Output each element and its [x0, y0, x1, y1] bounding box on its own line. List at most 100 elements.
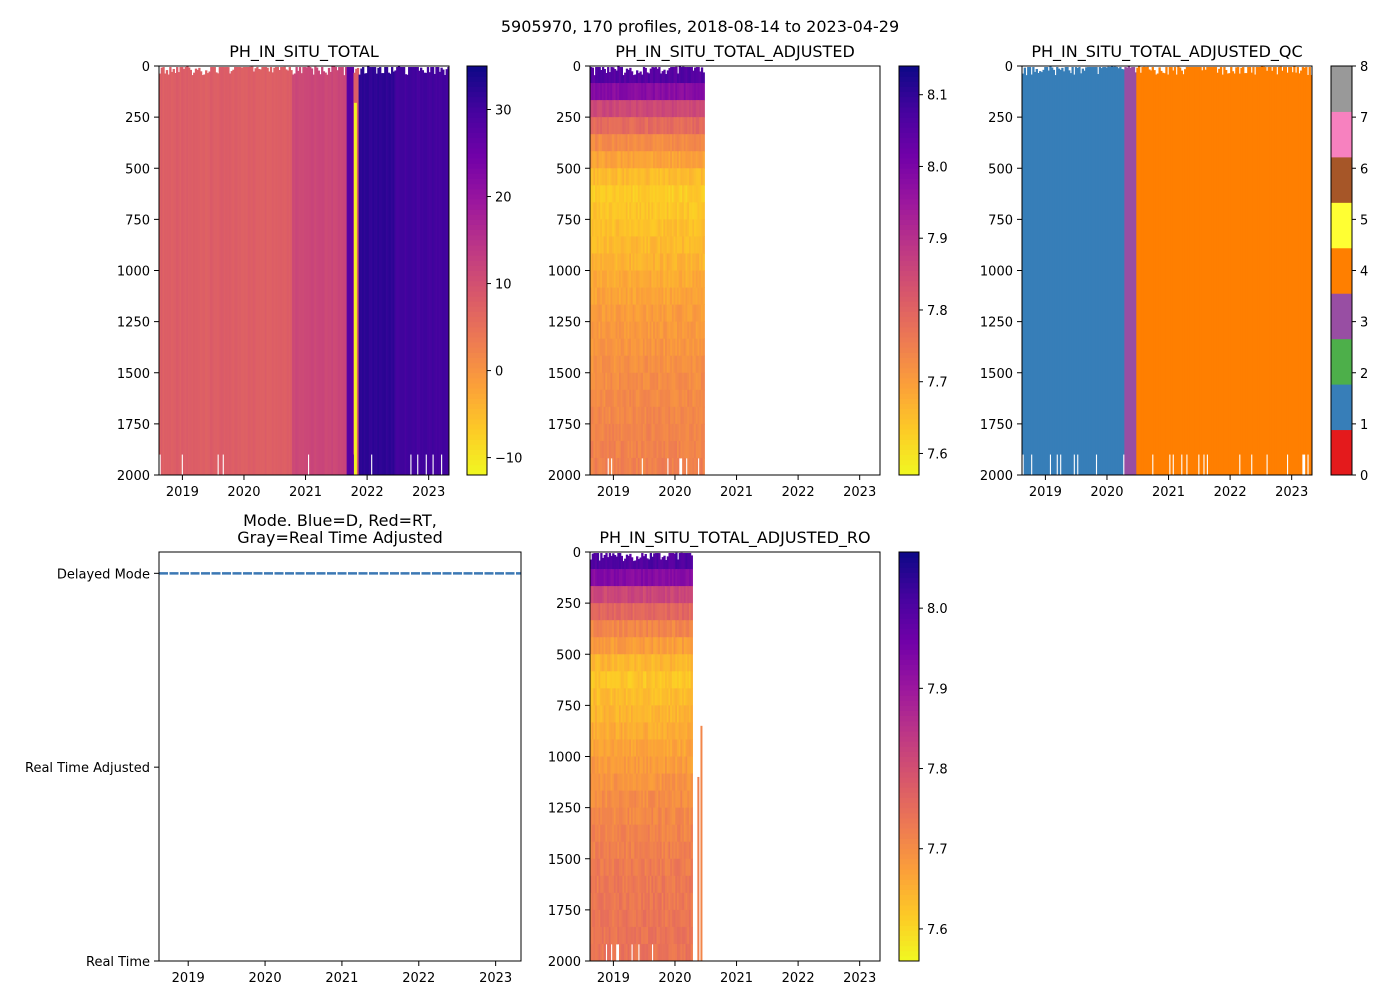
heatmap-column [244, 67, 247, 475]
heatmap-cell [612, 270, 615, 288]
colorbar-segment [467, 198, 487, 205]
heatmap-cell [675, 236, 678, 254]
heatmap-cell [675, 304, 678, 323]
heatmap-cell [666, 304, 670, 323]
heatmap-cell [654, 654, 658, 672]
heatmap-cell [632, 355, 635, 374]
heatmap-cell [630, 569, 634, 587]
heatmap-cell [688, 83, 692, 101]
heatmap-cell [670, 841, 673, 860]
colorbar-segment [899, 244, 919, 251]
heatmap-column [237, 67, 240, 475]
heatmap-cell [612, 705, 615, 723]
heatmap-cell [613, 569, 617, 587]
heatmap-column [1035, 68, 1038, 475]
heatmap-cell [646, 773, 649, 791]
heatmap-cell [675, 654, 678, 672]
heatmap-cell [603, 756, 606, 774]
heatmap-cell [663, 875, 666, 894]
x-tick-label: 2021 [289, 485, 322, 500]
heatmap-cell [682, 219, 685, 237]
heatmap-cell [625, 440, 629, 459]
heatmap-cell [617, 926, 620, 945]
heatmap-cell [682, 304, 685, 323]
heatmap-cell [668, 926, 671, 945]
heatmap-cell [619, 134, 622, 152]
heatmap-cell [654, 841, 658, 860]
heatmap-cell [648, 406, 651, 425]
heatmap-cell [685, 321, 688, 340]
colorbar-segment [899, 761, 919, 768]
heatmap-cell [634, 219, 637, 237]
heatmap-cell [620, 892, 624, 911]
anomaly-profile [353, 102, 357, 475]
heatmap-cell [590, 83, 593, 101]
heatmap-cell [625, 253, 629, 271]
heatmap-column [276, 67, 280, 475]
heatmap-cell [624, 654, 627, 672]
axes-frame [158, 65, 450, 476]
heatmap-cell [677, 389, 680, 408]
heatmap-cell [677, 338, 680, 357]
heatmap-cell [661, 321, 664, 340]
heatmap-cell [620, 338, 624, 357]
heatmap-cell [612, 117, 615, 135]
heatmap-cell [700, 372, 704, 391]
heatmap-cell [702, 219, 705, 237]
heatmap-cell [671, 688, 675, 706]
heatmap-cell [658, 892, 661, 911]
heatmap-cell [654, 423, 658, 442]
heatmap-cell [630, 620, 634, 638]
heatmap-cell [590, 909, 593, 928]
heatmap-cell [625, 926, 629, 945]
heatmap-column [304, 67, 307, 475]
heatmap-cell [629, 824, 632, 843]
heatmap-cell [688, 406, 692, 425]
heatmap-column [182, 69, 186, 475]
heatmap-cell [603, 620, 606, 638]
heatmap-cell [682, 151, 685, 169]
heatmap-cell [634, 287, 637, 305]
heatmap-cell [661, 909, 664, 928]
heatmap-cell [651, 202, 654, 220]
heatmap-cell [646, 654, 649, 672]
heatmap-cell [699, 134, 702, 152]
heatmap-cell [590, 722, 593, 740]
heatmap-cell [659, 688, 663, 706]
heatmap-column [292, 74, 295, 475]
heatmap-cell [619, 457, 622, 475]
heatmap-cell [651, 372, 654, 391]
heatmap-cell [644, 67, 647, 84]
heatmap-cell [668, 253, 671, 271]
colorbar-segment [899, 388, 919, 394]
heatmap-column [1248, 67, 1252, 475]
heatmap-cell [591, 841, 595, 860]
heatmap-cell [654, 875, 658, 894]
heatmap-cell [639, 236, 642, 254]
colorbar-segment [467, 234, 487, 241]
heatmap-cell [692, 457, 695, 475]
heatmap-cell [624, 168, 627, 186]
heatmap-column [1178, 67, 1182, 475]
heatmap-column [230, 71, 233, 475]
heatmap-cell [690, 875, 693, 894]
heatmap-cell [627, 219, 630, 237]
heatmap-cell [688, 457, 692, 475]
colorbar-tick-label: 0 [1360, 469, 1368, 484]
heatmap-cell [680, 219, 683, 237]
heatmap-cell [641, 671, 644, 689]
heatmap-cell [685, 440, 688, 459]
heatmap-cell [627, 555, 630, 570]
heatmap-cell [610, 705, 613, 723]
heatmap-cell [603, 355, 606, 374]
heatmap-cell [685, 134, 688, 152]
heatmap-cell [627, 943, 630, 961]
heatmap-cell [627, 603, 630, 621]
heatmap-column [1161, 72, 1165, 475]
heatmap-cell [661, 406, 664, 425]
heatmap-cell [651, 134, 654, 152]
heatmap-cell [682, 892, 685, 911]
heatmap-cell [671, 253, 675, 271]
heatmap-cell [659, 270, 663, 288]
heatmap-cell [678, 423, 682, 442]
